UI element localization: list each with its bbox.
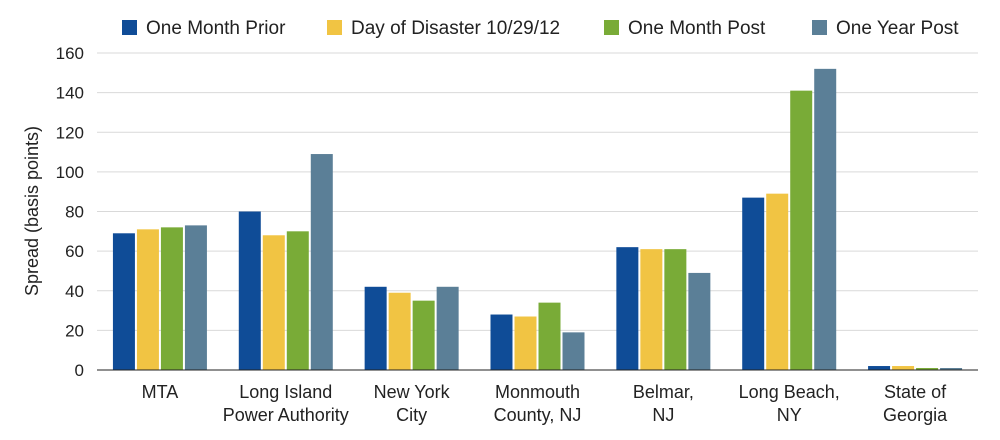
x-tick-label-line: City (396, 405, 427, 425)
bar (562, 332, 585, 370)
x-tick-label: MTA (142, 382, 179, 402)
y-tick-label: 80 (65, 203, 84, 222)
bar (238, 211, 261, 370)
bar (940, 368, 963, 370)
x-tick-label: Long Beach, NY (739, 382, 840, 425)
legend: One Month Prior Day of Disaster 10/29/12 O… (122, 18, 959, 39)
bar (814, 68, 837, 370)
bar (766, 193, 789, 370)
x-tick-label-line: Monmouth (495, 382, 580, 402)
y-axis-ticks: 0 20 40 60 80 100 120 140 160 (56, 44, 84, 380)
x-tick-label-line: County, NJ (494, 405, 582, 425)
bar (892, 366, 915, 370)
legend-label: Day of Disaster 10/29/12 (351, 18, 560, 39)
x-tick-label: Belmar, NJ (633, 382, 694, 425)
y-tick-label: 140 (56, 84, 84, 103)
bar (112, 233, 135, 370)
legend-swatch (812, 20, 827, 35)
bar (262, 235, 285, 370)
bar (790, 90, 813, 371)
bar (688, 272, 711, 370)
bar (412, 300, 435, 370)
x-tick-label-line: NJ (652, 405, 674, 425)
bar (538, 302, 561, 370)
bar (160, 227, 183, 370)
legend-label: One Month Post (628, 18, 766, 39)
x-tick-label-line: State of (884, 382, 947, 402)
bar (514, 316, 537, 370)
x-tick-label-line: New York (374, 382, 451, 402)
y-tick-label: 160 (56, 44, 84, 63)
bar (916, 368, 939, 370)
bar (868, 366, 891, 370)
bar (640, 249, 663, 370)
x-tick-label-line: NY (777, 405, 802, 425)
x-tick-label-line: Georgia (883, 405, 948, 425)
y-tick-label: 0 (75, 361, 84, 380)
x-tick-label: State of Georgia (883, 382, 948, 425)
bar (136, 229, 159, 370)
y-tick-label: 60 (65, 242, 84, 261)
bar (310, 154, 333, 370)
x-tick-label: Monmouth County, NJ (494, 382, 582, 425)
bar (388, 292, 411, 370)
y-tick-label: 40 (65, 282, 84, 301)
y-tick-label: 20 (65, 321, 84, 340)
x-tick-label-line: Long Island (239, 382, 332, 402)
legend-label: One Year Post (836, 18, 959, 39)
bar (490, 314, 513, 370)
bar (364, 286, 387, 370)
bars (112, 68, 963, 371)
x-tick-label-line: Power Authority (223, 405, 349, 425)
gridlines (97, 52, 978, 331)
bar (184, 225, 207, 370)
x-axis-ticks: MTA Long Island Power Authority New York Cit… (142, 382, 948, 425)
x-tick-label-line: MTA (142, 382, 179, 402)
bar (664, 249, 687, 370)
bar (742, 197, 765, 370)
x-tick-label-line: Long Beach, (739, 382, 840, 402)
y-axis-title: Spread (basis points) (22, 126, 42, 296)
legend-swatch (122, 20, 137, 35)
bar (616, 247, 639, 370)
y-tick-label: 120 (56, 123, 84, 142)
legend-label: One Month Prior (146, 18, 286, 39)
x-tick-label-line: Belmar, (633, 382, 694, 402)
y-tick-label: 100 (56, 163, 84, 182)
legend-swatch (327, 20, 342, 35)
x-tick-label: New York City (374, 382, 451, 425)
bar (286, 231, 309, 370)
legend-swatch (604, 20, 619, 35)
x-tick-label: Long Island Power Authority (223, 382, 349, 425)
bar (436, 286, 459, 370)
